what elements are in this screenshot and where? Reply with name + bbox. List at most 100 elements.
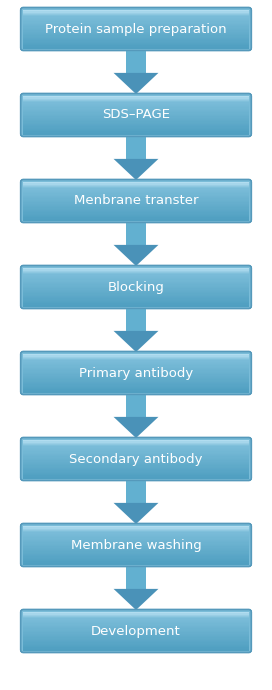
Bar: [23, 539, 249, 540]
Bar: [23, 613, 249, 615]
Bar: [23, 34, 249, 36]
Bar: [23, 542, 249, 544]
Bar: [23, 110, 249, 112]
Bar: [23, 129, 249, 130]
Bar: [23, 217, 249, 219]
Bar: [23, 269, 249, 271]
Bar: [126, 50, 146, 73]
Bar: [23, 286, 249, 288]
Bar: [23, 538, 249, 539]
Bar: [23, 196, 249, 198]
Bar: [23, 388, 249, 390]
Bar: [23, 297, 249, 299]
Bar: [23, 37, 249, 39]
Bar: [23, 17, 249, 18]
Bar: [23, 360, 249, 362]
Bar: [23, 20, 249, 22]
Bar: [23, 216, 249, 218]
Bar: [23, 464, 249, 466]
Bar: [23, 305, 249, 306]
Bar: [23, 24, 249, 26]
Bar: [23, 544, 249, 546]
Bar: [23, 28, 249, 30]
Bar: [23, 192, 249, 194]
Bar: [23, 18, 249, 19]
Polygon shape: [114, 503, 158, 524]
Polygon shape: [114, 159, 158, 180]
Bar: [23, 96, 249, 98]
Bar: [23, 635, 249, 637]
Bar: [23, 199, 249, 201]
Bar: [23, 108, 249, 109]
Bar: [23, 471, 249, 472]
FancyBboxPatch shape: [21, 8, 251, 50]
Bar: [23, 123, 249, 124]
Bar: [23, 290, 249, 291]
Bar: [23, 647, 249, 648]
Bar: [23, 627, 249, 629]
Bar: [126, 222, 146, 245]
Bar: [23, 362, 249, 364]
Bar: [23, 469, 249, 471]
Bar: [23, 460, 249, 462]
FancyBboxPatch shape: [21, 609, 251, 653]
Bar: [23, 32, 249, 33]
Bar: [23, 377, 249, 379]
Bar: [23, 636, 249, 638]
Bar: [23, 632, 249, 634]
Bar: [23, 546, 249, 548]
Bar: [23, 551, 249, 553]
Bar: [23, 101, 249, 103]
Bar: [23, 132, 249, 135]
Bar: [23, 451, 249, 453]
Bar: [23, 615, 249, 618]
Bar: [23, 368, 249, 370]
Text: Menbrane transter: Menbrane transter: [74, 195, 198, 208]
Bar: [23, 354, 249, 356]
Bar: [23, 186, 249, 188]
Bar: [23, 532, 249, 534]
Bar: [23, 47, 249, 48]
Bar: [23, 206, 249, 208]
Bar: [23, 639, 249, 640]
Bar: [126, 566, 146, 589]
Bar: [23, 219, 249, 221]
Bar: [23, 618, 249, 620]
Bar: [23, 108, 249, 110]
Bar: [23, 211, 249, 213]
Bar: [23, 457, 249, 458]
Bar: [23, 281, 249, 282]
Bar: [23, 288, 249, 290]
Bar: [23, 105, 249, 107]
Bar: [23, 548, 249, 549]
Bar: [23, 649, 249, 651]
Bar: [23, 624, 249, 627]
Bar: [126, 394, 146, 417]
Bar: [23, 633, 249, 635]
Bar: [23, 106, 249, 108]
FancyBboxPatch shape: [21, 266, 251, 308]
Bar: [23, 375, 249, 377]
Bar: [23, 553, 249, 554]
Bar: [23, 622, 249, 624]
Bar: [23, 292, 249, 294]
Bar: [23, 268, 249, 270]
Bar: [23, 283, 249, 285]
Bar: [23, 120, 249, 122]
Bar: [23, 559, 249, 561]
Bar: [23, 465, 249, 467]
Bar: [23, 536, 249, 538]
Bar: [23, 644, 249, 645]
Bar: [23, 190, 249, 191]
Bar: [23, 104, 249, 106]
Bar: [23, 647, 249, 649]
Bar: [23, 629, 249, 630]
Bar: [23, 30, 249, 32]
Bar: [23, 126, 249, 128]
Bar: [23, 39, 249, 41]
Bar: [23, 549, 249, 551]
Bar: [23, 381, 249, 382]
Bar: [23, 383, 249, 385]
Bar: [23, 119, 249, 121]
Bar: [23, 97, 249, 99]
